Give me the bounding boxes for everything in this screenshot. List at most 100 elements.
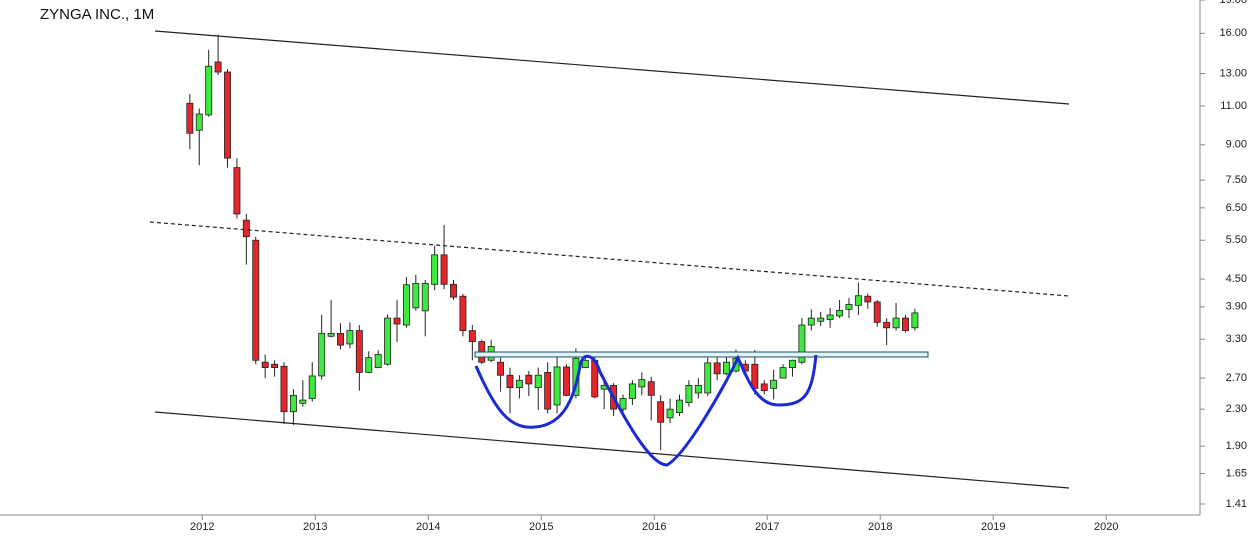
candle-body [515,379,523,389]
candle-body [798,324,806,363]
candle-body [271,363,279,369]
x-tick-label: 2017 [755,521,779,533]
candle-body [883,321,891,329]
candle-body [723,361,731,375]
y-tick-label: 13.00 [1219,67,1247,79]
candle-body [817,317,825,322]
candle-body [497,361,505,376]
candle-body [224,71,231,159]
candle-body [421,283,429,312]
y-tick-label: 4.50 [1226,273,1247,285]
y-tick-label: 2.30 [1226,403,1247,415]
candle-body [751,363,759,389]
y-tick-label: 11.00 [1220,100,1247,112]
candle-body [685,384,693,403]
candle-body [666,408,674,419]
y-tick-label: 19.00 [1219,0,1247,6]
candle-body [233,167,241,215]
candle-body [393,317,401,325]
candle-body [638,379,646,388]
candle-body [195,113,203,131]
candle-body [826,314,834,321]
neckline-zone [474,351,929,358]
candle-body [525,374,533,385]
y-tick-label: 16.00 [1219,27,1247,39]
candle-body [450,283,457,298]
candle-body [440,254,448,285]
candle-body [289,394,297,413]
candle-body [459,295,467,331]
candle-body [431,254,439,285]
candle-body [770,379,778,389]
candle-body [873,301,881,323]
y-tick-label: 3.30 [1226,333,1247,345]
candle-body [384,317,392,365]
candle-body [779,367,787,379]
candle-body [628,383,636,399]
candle-body [704,362,712,394]
inverse-head-shoulders [474,354,818,467]
x-tick-label: 2012 [190,521,214,533]
candle-body [261,361,269,369]
candle-body [337,333,344,346]
x-tick-label: 2014 [416,521,440,533]
candle-body [902,317,909,331]
candle-body [864,295,872,303]
candle-body [581,359,589,369]
y-tick-label: 5.50 [1226,234,1247,246]
candle-body [346,330,354,345]
candle-body [807,317,815,326]
candle-body [845,303,853,310]
candle-body [892,317,900,329]
y-tick-label: 1.41 [1226,498,1247,510]
candle-body [214,61,222,73]
candle-body [619,398,627,410]
resistance-line [149,221,1070,297]
candle-body [327,333,335,337]
candle-body [355,330,363,373]
candle-body [836,309,844,317]
y-tick-label: 1.90 [1226,440,1247,452]
candle-body [657,401,665,423]
candle-body [299,399,307,404]
candle-body [563,366,570,396]
candle-body [854,295,862,306]
candle-body [911,312,919,329]
candle-body [760,383,768,392]
candle-body [308,375,316,399]
candle-body [468,330,476,342]
candle-body [402,284,410,326]
x-tick-label: 2016 [642,521,666,533]
y-tick-label: 2.70 [1226,372,1247,384]
x-tick-label: 2018 [868,521,892,533]
candle-body [365,357,373,373]
y-tick-label: 3.90 [1226,301,1247,313]
candle-body [553,366,561,406]
x-tick-label: 2019 [981,521,1005,533]
candle-body [186,102,194,134]
candle-body [506,374,514,389]
candle-body [280,365,288,413]
y-tick-label: 6.50 [1226,202,1247,214]
upper-trendline [154,30,1070,105]
candle-body [676,399,683,413]
y-tick-label: 9.00 [1226,139,1247,151]
candle-body [694,384,702,394]
x-tick-label: 2020 [1094,521,1118,533]
candle-body [242,219,250,238]
candle-body [789,359,796,369]
candle-body [544,372,552,410]
x-tick-label: 2013 [303,521,327,533]
y-tick-label: 1.65 [1226,467,1247,479]
x-tick-label: 2015 [529,521,553,533]
candle-body [205,65,213,116]
candle-body [647,381,655,396]
candle-body [412,283,420,309]
y-tick-label: 7.50 [1226,174,1247,186]
chart-title: ZYNGA INC., 1M [40,6,154,23]
candle-body [252,239,260,361]
lower-trendline [154,411,1070,489]
candle-body [713,362,721,375]
candle-body [374,354,382,369]
